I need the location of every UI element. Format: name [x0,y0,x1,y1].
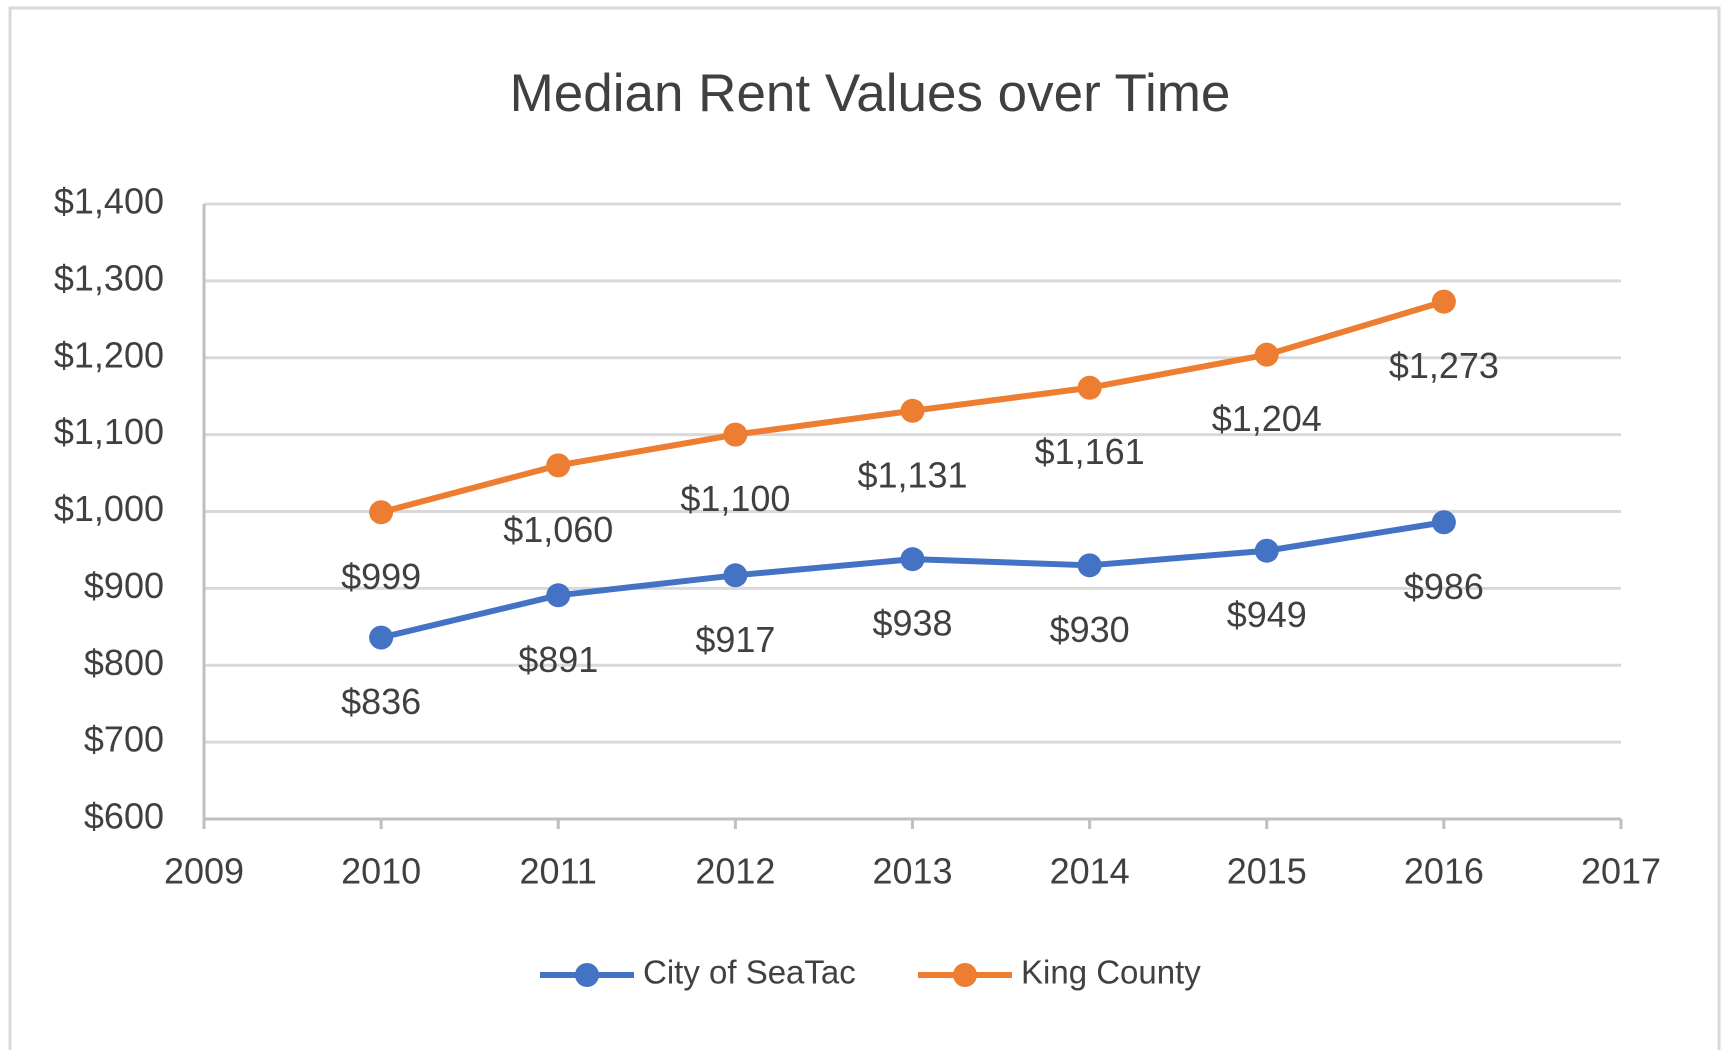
data-label: $1,273 [1389,345,1499,386]
y-tick-label: $600 [84,796,164,837]
legend-marker [575,963,599,987]
series-marker [723,422,748,447]
series-marker [1077,553,1102,578]
series-marker [1431,289,1456,314]
x-tick-label: 2014 [1050,851,1130,892]
x-tick-label: 2010 [341,851,421,892]
data-label: $949 [1227,594,1307,635]
chart-border [8,6,1721,1050]
x-tick-label: 2017 [1581,851,1661,892]
data-label: $917 [695,619,775,660]
data-label: $999 [341,556,421,597]
series-marker [1254,342,1279,367]
y-tick-label: $1,200 [54,334,164,375]
data-label: $1,131 [857,454,967,495]
series-marker [369,625,394,650]
series-marker [546,583,571,608]
y-tick-label: $700 [84,719,164,760]
data-label: $891 [518,639,598,680]
x-tick-label: 2015 [1227,851,1307,892]
y-tick-label: $1,100 [54,411,164,452]
series-marker [1077,375,1102,400]
series-marker [723,563,748,588]
series-marker [900,547,925,572]
legend-label: City of SeaTac [643,954,856,991]
series-marker [546,453,571,478]
x-tick-label: 2012 [695,851,775,892]
data-label: $836 [341,681,421,722]
y-tick-label: $1,400 [54,181,164,222]
y-tick-label: $1,000 [54,488,164,529]
x-tick-label: 2011 [520,851,597,892]
y-tick-label: $900 [84,565,164,606]
x-tick-label: 2013 [872,851,952,892]
y-tick-label: $1,300 [54,257,164,298]
data-label: $938 [872,603,952,644]
data-label: $1,161 [1035,431,1145,472]
x-tick-label: 2016 [1404,851,1484,892]
data-label: $1,100 [680,478,790,519]
data-label: $930 [1050,609,1130,650]
series-marker [369,500,394,525]
series-marker [1254,538,1279,563]
y-tick-label: $800 [84,642,164,683]
data-label: $986 [1404,566,1484,607]
series-marker [900,398,925,423]
legend-label: King County [1021,954,1201,991]
x-tick-label: 2009 [164,851,244,892]
data-label: $1,204 [1212,398,1322,439]
chart-title: Median Rent Values over Time [510,64,1231,123]
legend-marker [953,963,977,987]
series-marker [1431,510,1456,535]
data-label: $1,060 [503,509,613,550]
